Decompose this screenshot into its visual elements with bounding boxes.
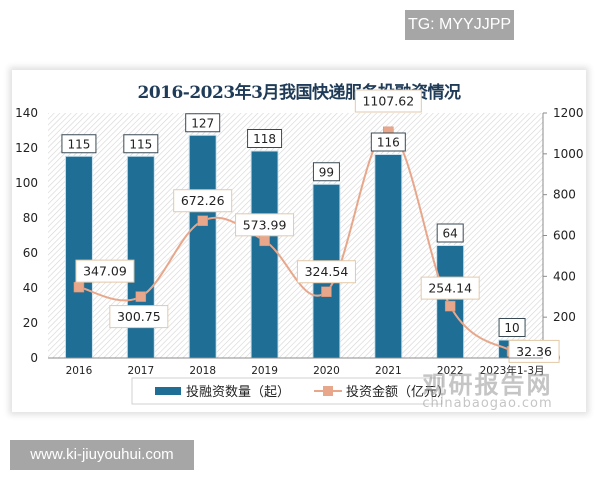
svg-text:118: 118 <box>253 132 276 146</box>
svg-text:127: 127 <box>191 116 214 130</box>
svg-text:64: 64 <box>443 227 458 241</box>
svg-text:254.14: 254.14 <box>428 281 472 296</box>
legend-item-line: 投资金额（亿元） <box>314 384 450 400</box>
line-marker <box>259 235 270 247</box>
bar-value-label: 115 <box>123 134 159 154</box>
x-axis-labels: 2016 2017 2018 2019 2020 2021 2022 2023年1-3月 <box>66 364 545 377</box>
line-marker <box>135 291 147 302</box>
left-tick-label: 140 <box>15 106 38 120</box>
left-tick-label: 80 <box>23 211 38 225</box>
tg-badge: TG: MYYJJPP <box>405 10 514 40</box>
bar <box>65 156 92 358</box>
left-tick-label: 120 <box>15 141 38 155</box>
right-tick-label: 800 <box>553 188 576 202</box>
left-tick-label: 40 <box>23 281 38 295</box>
svg-text:115: 115 <box>129 137 152 151</box>
svg-text:1107.62: 1107.62 <box>362 94 414 109</box>
line-marker <box>197 215 208 226</box>
line-data-labels: 347.09 300.75 672.26 573.99 324.54 1107.62 254… <box>75 89 560 363</box>
url-badge: www.ki-jiuyouhui.com <box>10 440 194 470</box>
x-tick-label: 2019 <box>251 365 278 377</box>
svg-text:115: 115 <box>67 137 90 151</box>
x-tick-label: 2023年1-3月 <box>480 364 545 377</box>
svg-text:116: 116 <box>377 136 400 150</box>
x-tick-label: 2018 <box>189 365 216 377</box>
left-tick-label: 60 <box>23 246 38 260</box>
bar-value-label: 127 <box>185 113 221 133</box>
line-marker <box>73 281 85 293</box>
watermark: 观研报告网 chinabaogao.com <box>400 365 575 411</box>
bar-value-label: 118 <box>247 129 283 148</box>
right-tick-label: 200 <box>553 310 576 324</box>
watermark-cn: 观研报告网 <box>422 371 553 399</box>
right-tick-label: 400 <box>553 269 576 283</box>
bar-value-label: 116 <box>370 132 406 152</box>
x-tick-label: 2016 <box>66 365 93 377</box>
left-axis: 0 20 40 60 80 100 120 140 <box>15 106 38 365</box>
bar-data-labels: 115 115 127 118 99 116 64 10 <box>61 113 526 337</box>
svg-text:投融资数量（起）: 投融资数量（起） <box>186 384 290 400</box>
combo-chart: 0 20 40 60 80 100 120 140 0 200 400 600 800 1000 1200… <box>15 89 584 405</box>
left-tick-label: 0 <box>30 351 38 365</box>
svg-text:10: 10 <box>504 321 519 335</box>
svg-text:300.75: 300.75 <box>117 309 161 324</box>
svg-text:32.36: 32.36 <box>516 344 552 359</box>
svg-text:324.54: 324.54 <box>305 264 349 279</box>
bar-value-label: 64 <box>436 223 464 243</box>
left-tick-label: 20 <box>23 316 38 330</box>
right-tick-label: 1200 <box>553 106 584 120</box>
right-tick-label: 600 <box>553 229 576 243</box>
watermark-en: chinabaogao.com <box>422 396 553 411</box>
bar-value-label: 115 <box>61 134 97 154</box>
x-tick-label: 2022 <box>437 365 464 377</box>
line-value-label: 347.09 <box>75 259 135 283</box>
bar <box>189 135 216 358</box>
legend-item-bar: 投融资数量（起） <box>155 384 290 400</box>
line-marker <box>321 286 332 297</box>
right-tick-label: 1000 <box>553 147 584 161</box>
chart-frame: 2016-2023年3月我国快递服务投融资情况 0 20 40 60 80 100 120 1… <box>12 70 586 412</box>
svg-text:99: 99 <box>319 165 334 179</box>
line-value-label: 1107.62 <box>354 89 422 113</box>
bar-value-label: 10 <box>498 318 526 337</box>
line-value-label: 300.75 <box>109 305 169 329</box>
line-value-label: 324.54 <box>296 260 356 284</box>
bar <box>375 155 402 358</box>
svg-text:投资金额（亿元）: 投资金额（亿元） <box>346 384 450 400</box>
svg-text:573.99: 573.99 <box>243 217 287 232</box>
line-value-label: 573.99 <box>235 213 295 237</box>
line-value-label: 254.14 <box>420 276 480 300</box>
svg-text:672.26: 672.26 <box>181 193 225 208</box>
line-value-label: 32.36 <box>508 339 560 363</box>
line-value-label: 672.26 <box>173 189 233 213</box>
x-tick-label: 2017 <box>127 365 154 377</box>
line-marker <box>444 300 456 312</box>
bar-value-label: 99 <box>312 162 340 182</box>
x-tick-label: 2021 <box>375 365 402 377</box>
legend: 投融资数量（起） 投资金额（亿元） <box>131 377 450 405</box>
x-tick-label: 2020 <box>313 365 340 377</box>
left-tick-label: 100 <box>15 176 38 190</box>
svg-text:347.09: 347.09 <box>83 264 127 279</box>
bar <box>251 151 278 358</box>
